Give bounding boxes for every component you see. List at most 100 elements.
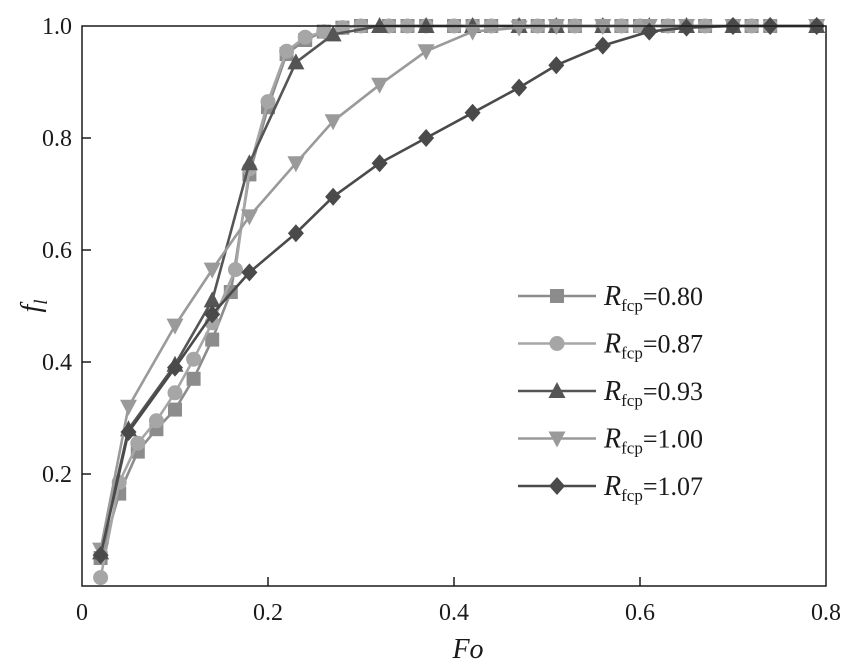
legend-entry-4: Rfcp=1.00 <box>518 424 703 458</box>
legend-entry-5: Rfcp=1.07 <box>518 471 703 505</box>
series-5-point <box>464 103 481 122</box>
y-tick-label: 0.8 <box>42 126 72 152</box>
y-axis-title-main: f <box>16 302 47 313</box>
series-4-point <box>287 156 305 173</box>
series-5 <box>92 17 825 565</box>
legend-label: Rfcp=1.00 <box>603 424 703 458</box>
x-tick-label: 0.8 <box>811 600 841 626</box>
legend-label-value: =0.93 <box>643 377 703 406</box>
series-1 <box>93 19 824 565</box>
series-3-point <box>417 17 435 33</box>
legend-marker <box>550 289 564 303</box>
legend-label: Rfcp=1.07 <box>603 471 703 505</box>
legend-label-sub: fcp <box>621 344 643 363</box>
series-2-point <box>148 413 164 429</box>
series-5-point <box>511 78 528 97</box>
legend-entry-3: Rfcp=0.93 <box>518 376 703 410</box>
series-4-point <box>417 44 435 61</box>
series-5-line <box>99 24 817 556</box>
legend-label: Rfcp=0.80 <box>603 281 703 315</box>
series-4-point <box>371 77 389 94</box>
legend: Rfcp=0.80Rfcp=0.87Rfcp=0.93Rfcp=1.00Rfcp… <box>518 281 703 505</box>
series-5-point <box>678 18 695 37</box>
legend-label-symbol: R <box>603 376 621 407</box>
series-2-point <box>130 435 146 451</box>
series-5-point <box>371 154 388 173</box>
series-2-point <box>167 385 183 401</box>
legend-marker <box>548 431 566 448</box>
series-5-point <box>204 305 221 324</box>
series-1-point <box>205 332 220 347</box>
y-axis-title-sub: l <box>31 299 52 304</box>
series-2-point <box>227 262 243 278</box>
legend-label-value: =1.00 <box>643 425 703 454</box>
legend-label-sub: fcp <box>621 391 643 410</box>
series-5-point <box>287 224 304 243</box>
series-5-point <box>120 423 137 441</box>
series-3-line <box>99 24 817 553</box>
x-tick-label: 0.2 <box>253 600 283 626</box>
series-4-point <box>203 262 221 279</box>
series-3 <box>92 17 826 560</box>
x-axis-title: Fo <box>451 634 483 665</box>
series-2-point <box>316 24 332 40</box>
legend-marker <box>549 336 565 351</box>
series-5-point <box>548 56 565 75</box>
y-tick-label: 0.4 <box>42 350 72 376</box>
series-4-point <box>120 399 137 416</box>
legend-label-symbol: R <box>603 424 621 455</box>
y-axis-title: fl <box>16 299 52 312</box>
x-tick-label: 0.6 <box>625 600 655 626</box>
series-5-point <box>641 22 658 41</box>
legend-label-symbol: R <box>603 329 621 360</box>
legend-entry-1: Rfcp=0.80 <box>518 281 703 315</box>
series-4-line <box>99 24 817 550</box>
series-2-point <box>297 29 313 45</box>
y-tick-label: 0.6 <box>42 238 72 264</box>
legend-label-value: =0.80 <box>643 282 703 311</box>
series-4-point <box>594 19 612 35</box>
series-3-point <box>240 154 258 171</box>
legend-label-value: =1.07 <box>643 472 703 501</box>
series-4 <box>92 19 826 559</box>
series-1-point <box>186 371 201 386</box>
series-3-point <box>203 291 221 308</box>
series-2 <box>93 18 825 586</box>
legend-label-value: =0.87 <box>643 330 703 359</box>
legend-label-symbol: R <box>603 471 621 502</box>
series-3-point <box>324 25 342 42</box>
series-5-point <box>594 36 611 55</box>
plot-frame <box>81 25 827 587</box>
series-5-point <box>92 546 109 565</box>
ticks-layer: 0 0.2 0.4 0.6 0.8 0.2 0.4 0.6 0.8 1.0 <box>42 14 841 626</box>
series-4-point <box>324 114 342 131</box>
series-2-point <box>93 570 109 586</box>
series-5-point <box>167 358 183 377</box>
series-5-point <box>241 263 258 282</box>
legend-marker <box>548 382 566 398</box>
legend-label-sub: fcp <box>621 486 643 505</box>
series-2-point <box>279 43 295 59</box>
series-5-point <box>418 129 435 147</box>
series-4-point <box>240 209 258 226</box>
series-1-point <box>168 402 182 417</box>
series-layer <box>92 17 826 586</box>
legend-entry-2: Rfcp=0.87 <box>518 329 703 363</box>
series-4-point <box>510 20 528 37</box>
series-2-point <box>260 94 276 110</box>
legend-label-sub: fcp <box>621 439 643 458</box>
series-5-point <box>325 187 342 206</box>
legend-label-sub: fcp <box>621 296 643 315</box>
series-4-point <box>547 19 565 35</box>
x-tick-label: 0 <box>76 600 88 626</box>
series-4-point <box>464 24 482 41</box>
legend-label: Rfcp=0.93 <box>603 376 703 410</box>
x-tick-label: 0.4 <box>439 600 469 626</box>
y-tick-label: 0.2 <box>42 462 72 488</box>
series-3-point <box>287 53 305 70</box>
legend-label: Rfcp=0.87 <box>603 329 703 363</box>
series-3-point <box>371 17 389 33</box>
series-2-point <box>186 351 202 367</box>
y-tick-label: 1.0 <box>42 14 72 40</box>
series-4-point <box>166 318 184 335</box>
